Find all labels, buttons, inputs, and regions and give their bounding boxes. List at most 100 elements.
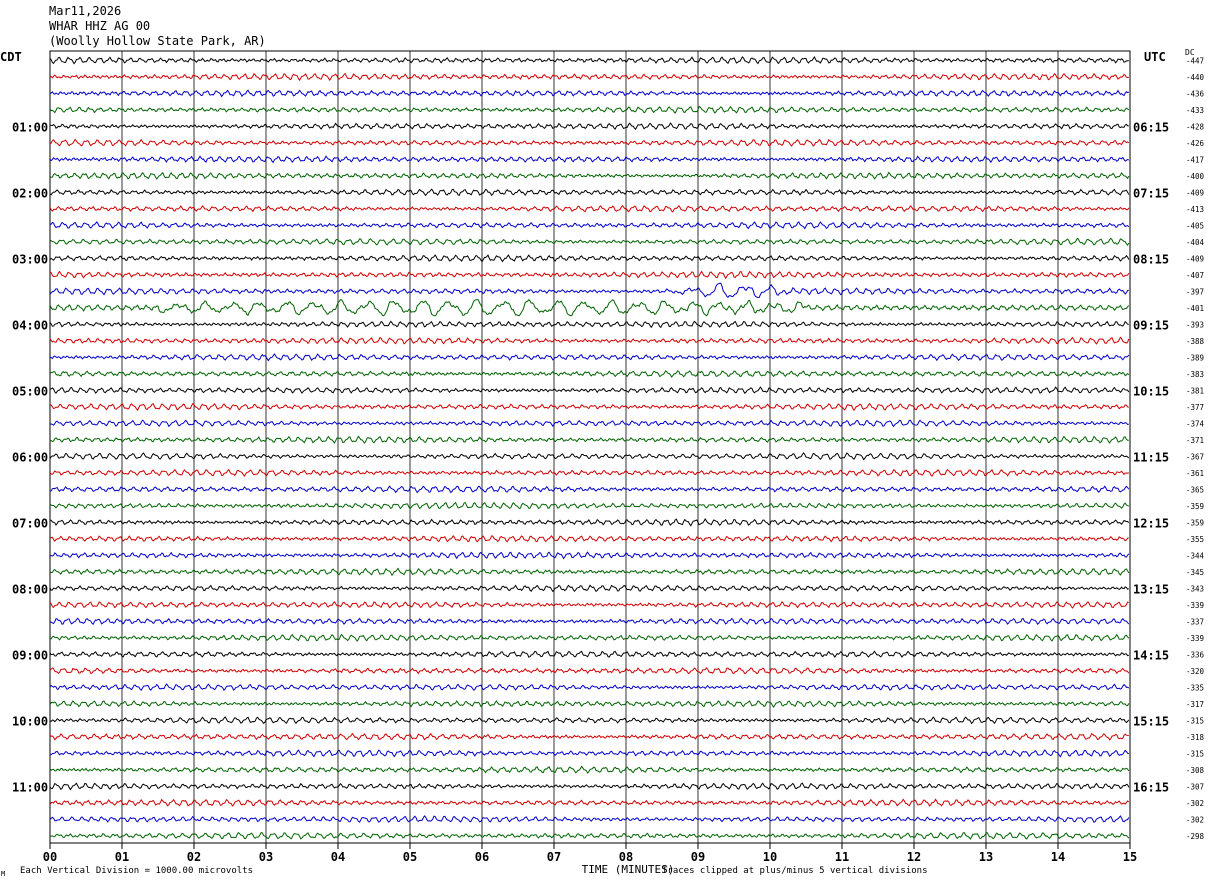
dc-offset-label: -397 bbox=[1186, 287, 1204, 296]
x-tick-label: 15 bbox=[1123, 850, 1137, 864]
dc-offset-label: -409 bbox=[1186, 188, 1204, 197]
seismic-trace bbox=[49, 716, 1130, 725]
seismic-trace bbox=[49, 617, 1130, 625]
left-hour-label: 01:00 bbox=[12, 120, 48, 134]
x-axis-label: TIME (MINUTES) bbox=[582, 863, 675, 876]
right-hour-label: 09:15 bbox=[1133, 318, 1169, 332]
seismic-trace bbox=[49, 221, 1130, 230]
seismic-trace bbox=[49, 55, 1129, 65]
seismic-trace bbox=[49, 683, 1130, 692]
seismic-trace bbox=[49, 386, 1130, 395]
left-hour-label: 11:00 bbox=[12, 780, 48, 794]
dc-offset-label: -436 bbox=[1186, 89, 1205, 98]
dc-offset-label: -345 bbox=[1186, 568, 1204, 577]
dc-offset-label: -407 bbox=[1186, 271, 1204, 280]
dc-offset-label: -413 bbox=[1186, 205, 1204, 214]
right-hour-label: 07:15 bbox=[1133, 186, 1169, 200]
dc-offset-label: -404 bbox=[1186, 238, 1205, 247]
dc-offset-label: -440 bbox=[1186, 73, 1205, 82]
left-hour-label: 03:00 bbox=[12, 252, 48, 266]
seismic-trace bbox=[49, 419, 1129, 428]
seismic-trace bbox=[49, 353, 1130, 362]
seismic-trace bbox=[49, 699, 1130, 709]
dc-offset-label: -336 bbox=[1186, 650, 1205, 659]
left-hour-label: 05:00 bbox=[12, 384, 48, 398]
seismic-trace bbox=[49, 765, 1130, 774]
seismic-trace bbox=[49, 270, 1130, 280]
dc-offset-label: -381 bbox=[1186, 386, 1204, 395]
left-timezone-label: CDT bbox=[0, 50, 22, 64]
dc-offset-label: -383 bbox=[1186, 370, 1204, 379]
dc-offset-label: -320 bbox=[1186, 667, 1205, 676]
seismic-trace bbox=[49, 105, 1130, 114]
dc-offset-label: -447 bbox=[1186, 56, 1204, 65]
left-hour-label: 09:00 bbox=[12, 648, 48, 662]
right-hour-label: 12:15 bbox=[1133, 516, 1169, 530]
dc-offset-label: -400 bbox=[1186, 172, 1205, 181]
seismic-trace bbox=[49, 667, 1130, 675]
dc-offset-label: -344 bbox=[1186, 551, 1205, 560]
x-tick-label: 01 bbox=[115, 850, 129, 864]
dc-offset-label: -417 bbox=[1186, 155, 1204, 164]
seismic-trace bbox=[49, 584, 1129, 593]
station-label: WHAR HHZ AG 00 bbox=[49, 19, 151, 33]
seismic-trace bbox=[49, 501, 1130, 510]
seismic-trace bbox=[49, 155, 1130, 164]
x-tick-label: 14 bbox=[1051, 850, 1065, 864]
seismic-trace bbox=[49, 732, 1129, 741]
seismic-trace bbox=[49, 122, 1129, 131]
dc-offset-label: -308 bbox=[1186, 766, 1205, 775]
dc-offset-label: -359 bbox=[1186, 502, 1204, 511]
dc-offset-label: -374 bbox=[1186, 419, 1205, 428]
right-hour-label: 15:15 bbox=[1133, 714, 1169, 728]
seismic-trace bbox=[49, 782, 1130, 791]
right-hour-label: 06:15 bbox=[1133, 120, 1169, 134]
seismic-trace bbox=[49, 831, 1130, 840]
dc-offset-label: -428 bbox=[1186, 122, 1205, 131]
seismic-trace bbox=[49, 171, 1130, 180]
seismic-trace bbox=[49, 237, 1130, 247]
x-tick-label: 03 bbox=[259, 850, 273, 864]
dc-offset-label: -317 bbox=[1186, 700, 1204, 709]
dc-offset-label: -307 bbox=[1186, 782, 1204, 791]
seismic-trace bbox=[49, 749, 1129, 758]
x-tick-label: 13 bbox=[979, 850, 993, 864]
dc-offset-label: -361 bbox=[1186, 469, 1204, 478]
dc-offset-label: -359 bbox=[1186, 518, 1204, 527]
seismic-trace bbox=[49, 402, 1129, 412]
seismic-trace bbox=[49, 254, 1130, 263]
right-hour-label: 08:15 bbox=[1133, 252, 1169, 266]
left-hour-label: 10:00 bbox=[12, 714, 48, 728]
seismic-trace bbox=[49, 204, 1130, 213]
seismic-trace bbox=[49, 369, 1130, 378]
x-tick-label: 11 bbox=[835, 850, 849, 864]
seismic-trace bbox=[49, 485, 1130, 494]
dc-offset-label: -433 bbox=[1186, 106, 1204, 115]
dc-offset-label: -367 bbox=[1186, 452, 1204, 461]
dc-offset-label: -401 bbox=[1186, 304, 1204, 313]
seismic-trace bbox=[49, 798, 1130, 807]
seismic-trace bbox=[49, 282, 1129, 299]
clip-note: Traces clipped at plus/minus 5 vertical … bbox=[662, 866, 928, 876]
dc-offset-label: -302 bbox=[1186, 799, 1204, 808]
dc-offset-label: -298 bbox=[1186, 832, 1205, 841]
location-label: (Woolly Hollow State Park, AR) bbox=[49, 34, 266, 48]
seismic-trace bbox=[49, 518, 1130, 527]
seismic-trace bbox=[49, 633, 1130, 642]
left-hour-label: 04:00 bbox=[12, 318, 48, 332]
dc-offset-label: -315 bbox=[1186, 716, 1204, 725]
seismic-trace bbox=[49, 535, 1129, 543]
dc-offset-label: -302 bbox=[1186, 815, 1204, 824]
dc-offset-label: -339 bbox=[1186, 634, 1204, 643]
seismic-trace bbox=[49, 452, 1130, 461]
left-hour-label: 08:00 bbox=[12, 582, 48, 596]
dc-offset-label: -389 bbox=[1186, 353, 1204, 362]
x-tick-label: 10 bbox=[763, 850, 777, 864]
left-hour-label: 06:00 bbox=[12, 450, 48, 464]
dc-offset-label: -409 bbox=[1186, 254, 1204, 263]
x-tick-label: 00 bbox=[43, 850, 57, 864]
seismic-trace bbox=[49, 72, 1129, 82]
x-tick-label: 08 bbox=[619, 850, 633, 864]
seismic-trace bbox=[49, 567, 1130, 577]
